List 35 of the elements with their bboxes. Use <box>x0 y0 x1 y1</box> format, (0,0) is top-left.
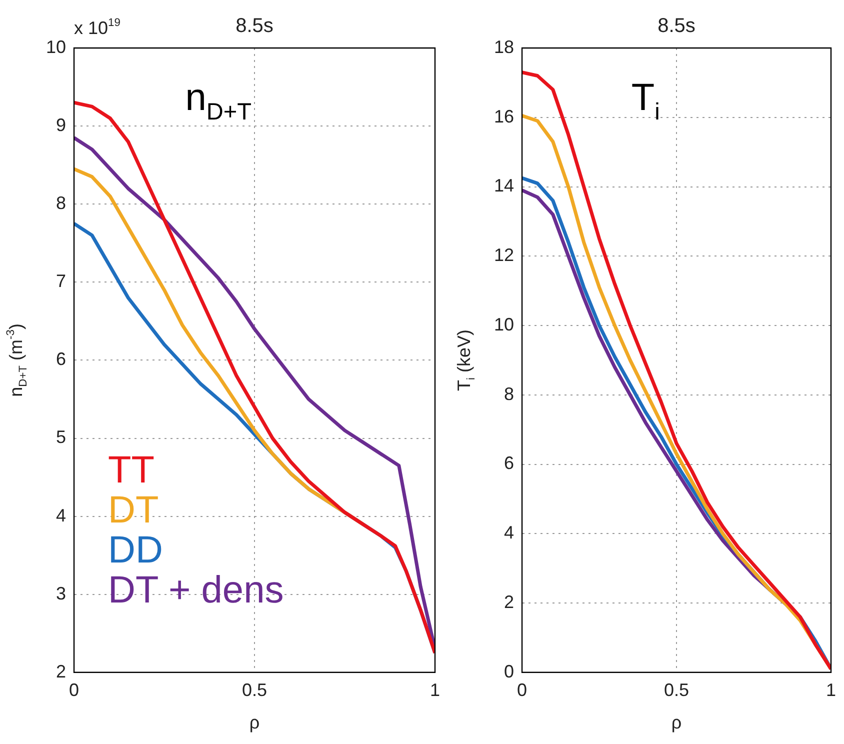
y-tick-label: 8 <box>504 384 514 404</box>
chart-title: 8.5s <box>658 15 696 37</box>
y-tick-label: 3 <box>56 583 66 604</box>
y-tick-label: 8 <box>56 193 66 214</box>
y-tick-label: 10 <box>494 314 514 334</box>
y-tick-label: 0 <box>504 661 514 682</box>
y-tick-label: 12 <box>494 245 514 266</box>
x-tick-label: 0.5 <box>242 680 268 700</box>
text: DT + dens <box>108 569 284 612</box>
x-axis-title: ρ <box>671 712 682 732</box>
text: TT <box>108 449 154 492</box>
y-tick-label: 18 <box>494 36 514 57</box>
x-axis-title: ρ <box>249 712 260 732</box>
x-tick-label: 0 <box>69 680 80 700</box>
x-tick-label: 1 <box>430 680 440 700</box>
y-axis-title: Ti (keV) <box>454 329 478 391</box>
y-tick-label: 16 <box>494 106 514 126</box>
y-tick-label: 2 <box>56 661 66 682</box>
y-tick-label: 6 <box>56 349 66 370</box>
y-tick-label: 6 <box>504 453 514 474</box>
y-tick-label: 5 <box>56 427 66 448</box>
y-axis-title: nD+T (m-3) <box>4 324 30 397</box>
text: DD <box>108 529 163 572</box>
x-tick-label: 1 <box>826 680 836 700</box>
y-tick-label: 10 <box>46 36 66 57</box>
x-tick-label: 0.5 <box>664 680 690 700</box>
y-tick-label: 2 <box>504 592 514 612</box>
y-tick-label: 4 <box>504 522 514 543</box>
y-tick-label: 14 <box>494 176 514 196</box>
x-tick-label: 0 <box>517 680 528 700</box>
text: DT <box>108 489 159 532</box>
chart-title: 8.5s <box>236 15 274 37</box>
y-tick-label: 9 <box>56 115 66 136</box>
y-tick-label: 4 <box>56 505 66 526</box>
y-tick-label: 7 <box>56 271 66 292</box>
